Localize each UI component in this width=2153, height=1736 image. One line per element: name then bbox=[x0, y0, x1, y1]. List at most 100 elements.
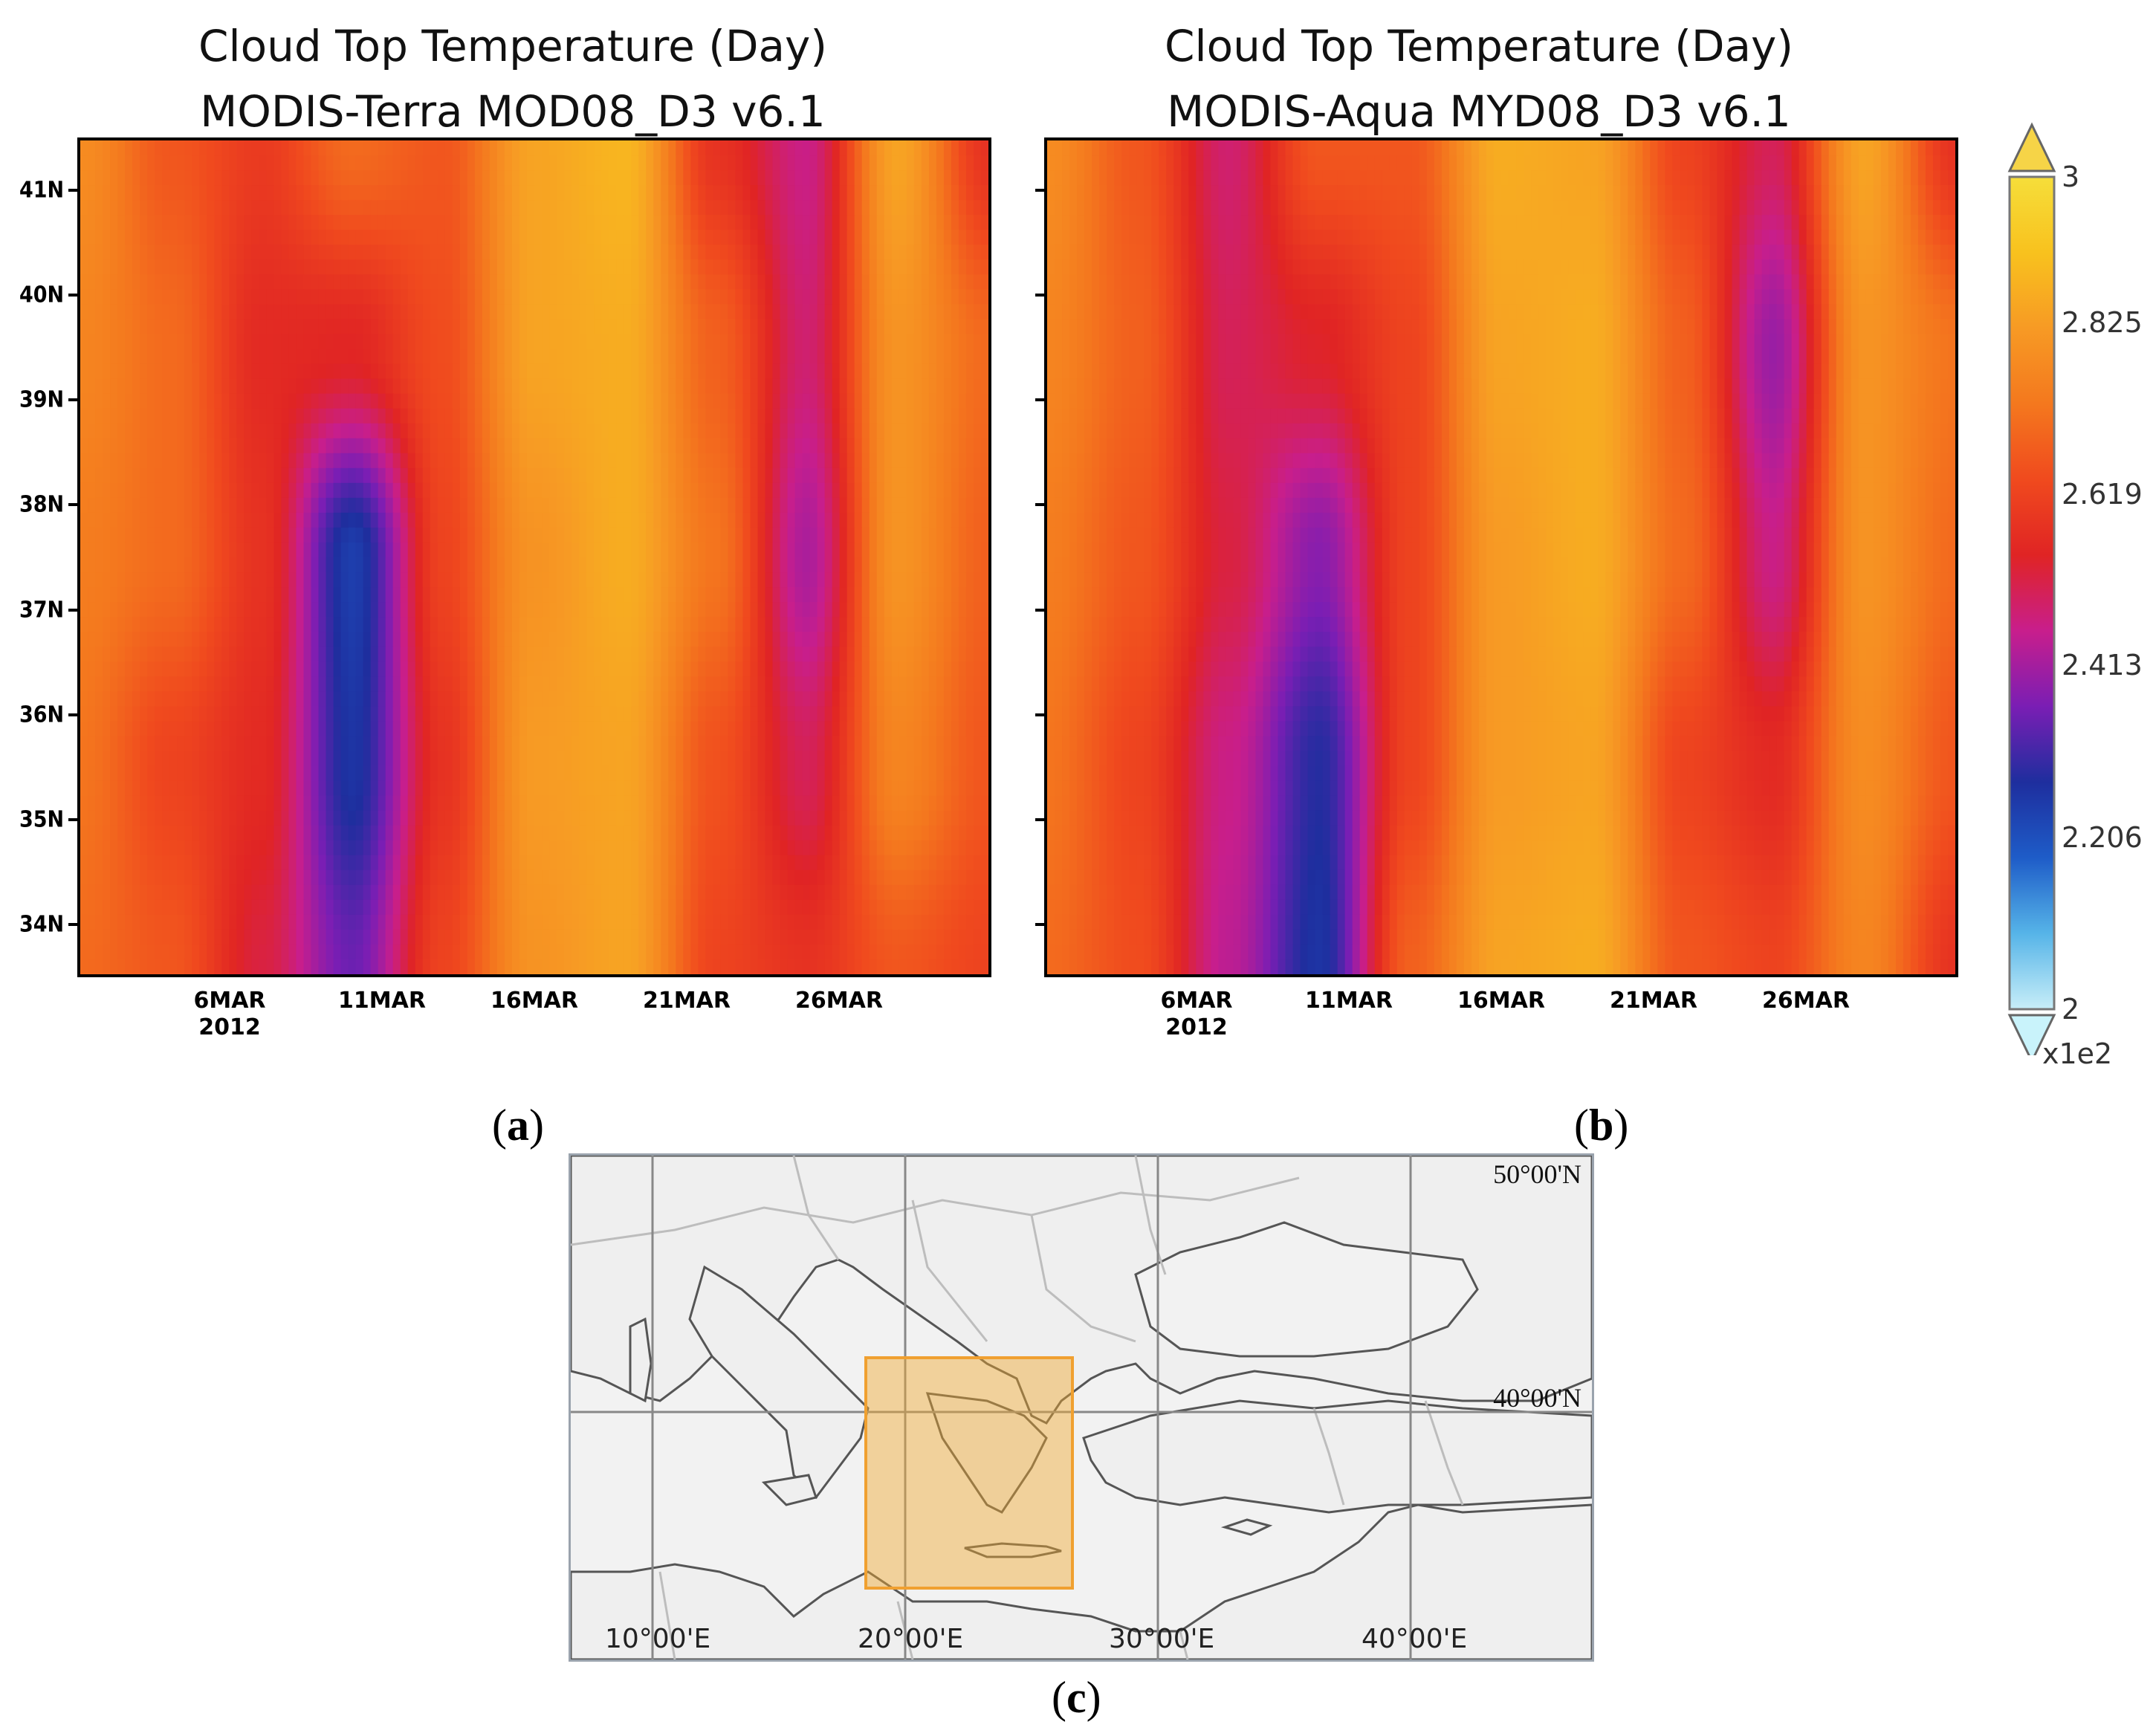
heatmap-cell bbox=[296, 587, 305, 603]
heatmap-cell bbox=[385, 408, 394, 424]
heatmap-cell bbox=[207, 453, 215, 469]
heatmap-cell bbox=[482, 349, 491, 365]
heatmap-cell bbox=[854, 453, 863, 469]
heatmap-cell bbox=[646, 200, 654, 216]
heatmap-cell bbox=[95, 363, 103, 380]
heatmap-cell bbox=[846, 587, 855, 603]
heatmap-cell bbox=[906, 691, 915, 707]
heatmap-cell bbox=[184, 602, 192, 618]
heatmap-cell bbox=[579, 736, 587, 752]
heatmap-cell bbox=[839, 676, 848, 692]
heatmap-cell bbox=[303, 349, 312, 365]
heatmap-cell bbox=[474, 721, 483, 737]
heatmap-cell bbox=[422, 349, 431, 365]
heatmap-cell bbox=[318, 274, 327, 290]
heatmap-cell bbox=[638, 423, 647, 439]
heatmap-cell bbox=[542, 363, 550, 380]
heatmap-cell bbox=[392, 423, 401, 439]
heatmap-cell bbox=[207, 230, 215, 245]
heatmap-cell bbox=[542, 587, 550, 603]
heatmap-cell bbox=[661, 230, 669, 245]
heatmap-cell bbox=[742, 482, 751, 499]
heatmap-cell bbox=[273, 632, 282, 647]
heatmap-cell bbox=[117, 721, 126, 737]
heatmap-cell bbox=[832, 542, 841, 558]
heatmap-cell bbox=[355, 170, 364, 186]
heatmap-cell bbox=[980, 230, 988, 245]
heatmap-cell bbox=[646, 587, 654, 603]
heatmap-cell bbox=[244, 572, 252, 588]
heatmap-cell bbox=[750, 736, 759, 752]
heatmap-cell bbox=[437, 274, 446, 290]
heatmap-cell bbox=[526, 453, 535, 469]
heatmap-cell bbox=[467, 363, 476, 380]
heatmap-cell bbox=[326, 363, 334, 380]
heatmap-cell bbox=[846, 185, 855, 201]
heatmap-cell bbox=[884, 319, 893, 335]
heatmap-cell bbox=[586, 453, 595, 469]
heatmap-cell bbox=[482, 140, 491, 156]
heatmap-cell bbox=[817, 200, 826, 216]
heatmap-cell bbox=[936, 378, 945, 395]
heatmap-cell bbox=[511, 259, 520, 275]
heatmap-cell bbox=[750, 185, 759, 201]
heatmap-cell bbox=[720, 676, 729, 692]
heatmap-cell bbox=[489, 736, 498, 752]
heatmap-cell bbox=[311, 587, 320, 603]
heatmap-cell bbox=[95, 721, 103, 737]
heatmap-cell bbox=[705, 244, 713, 260]
heatmap-cell bbox=[415, 661, 424, 677]
heatmap-cell bbox=[720, 423, 729, 439]
heatmap-cell bbox=[653, 661, 661, 677]
heatmap-cell bbox=[876, 721, 885, 737]
heatmap-cell bbox=[526, 438, 535, 454]
heatmap-cell bbox=[370, 557, 379, 573]
heatmap-cell bbox=[661, 467, 669, 484]
heatmap-cell bbox=[772, 244, 781, 260]
heatmap-cell bbox=[735, 617, 744, 632]
heatmap-cell bbox=[980, 587, 988, 603]
heatmap-cell bbox=[430, 467, 438, 484]
heatmap-cell bbox=[363, 497, 372, 514]
heatmap-cell bbox=[757, 319, 766, 335]
heatmap-cell bbox=[311, 691, 320, 707]
heatmap-cell bbox=[661, 140, 669, 156]
heatmap-cell bbox=[103, 230, 111, 245]
heatmap-cell bbox=[787, 423, 796, 439]
heatmap-cell bbox=[244, 185, 252, 201]
heatmap-cell bbox=[579, 155, 587, 171]
heatmap-cell bbox=[192, 632, 200, 647]
heatmap-cell bbox=[511, 721, 520, 737]
heatmap-cell bbox=[177, 453, 185, 469]
heatmap-cell bbox=[713, 512, 722, 528]
heatmap-cell bbox=[489, 632, 498, 647]
heatmap-cell bbox=[378, 304, 386, 320]
heatmap-cell bbox=[511, 527, 520, 543]
heatmap-cell bbox=[579, 185, 587, 201]
heatmap-cell bbox=[407, 259, 416, 275]
heatmap-cell bbox=[720, 140, 729, 156]
heatmap-cell bbox=[407, 617, 416, 632]
heatmap-cell bbox=[422, 721, 431, 737]
heatmap-cell bbox=[348, 542, 357, 558]
heatmap-cell bbox=[378, 497, 386, 514]
heatmap-cell bbox=[586, 438, 595, 454]
heatmap-cell bbox=[318, 617, 327, 632]
heatmap-cell bbox=[572, 617, 580, 632]
heatmap-cell bbox=[88, 423, 96, 439]
heatmap-cell bbox=[542, 393, 550, 409]
heatmap-cell bbox=[958, 289, 967, 305]
heatmap-cell bbox=[869, 661, 878, 677]
heatmap-cell bbox=[519, 349, 528, 365]
heatmap-cell bbox=[459, 632, 468, 647]
heatmap-cell bbox=[698, 482, 706, 499]
heatmap-cell bbox=[415, 140, 424, 156]
heatmap-cell bbox=[422, 647, 431, 662]
heatmap-cell bbox=[192, 304, 200, 320]
heatmap-cell bbox=[928, 393, 937, 409]
heatmap-cell bbox=[832, 363, 841, 380]
heatmap-cell bbox=[192, 467, 200, 484]
heatmap-cell bbox=[526, 349, 535, 365]
heatmap-cell bbox=[333, 661, 342, 677]
heatmap-cell bbox=[549, 170, 557, 186]
